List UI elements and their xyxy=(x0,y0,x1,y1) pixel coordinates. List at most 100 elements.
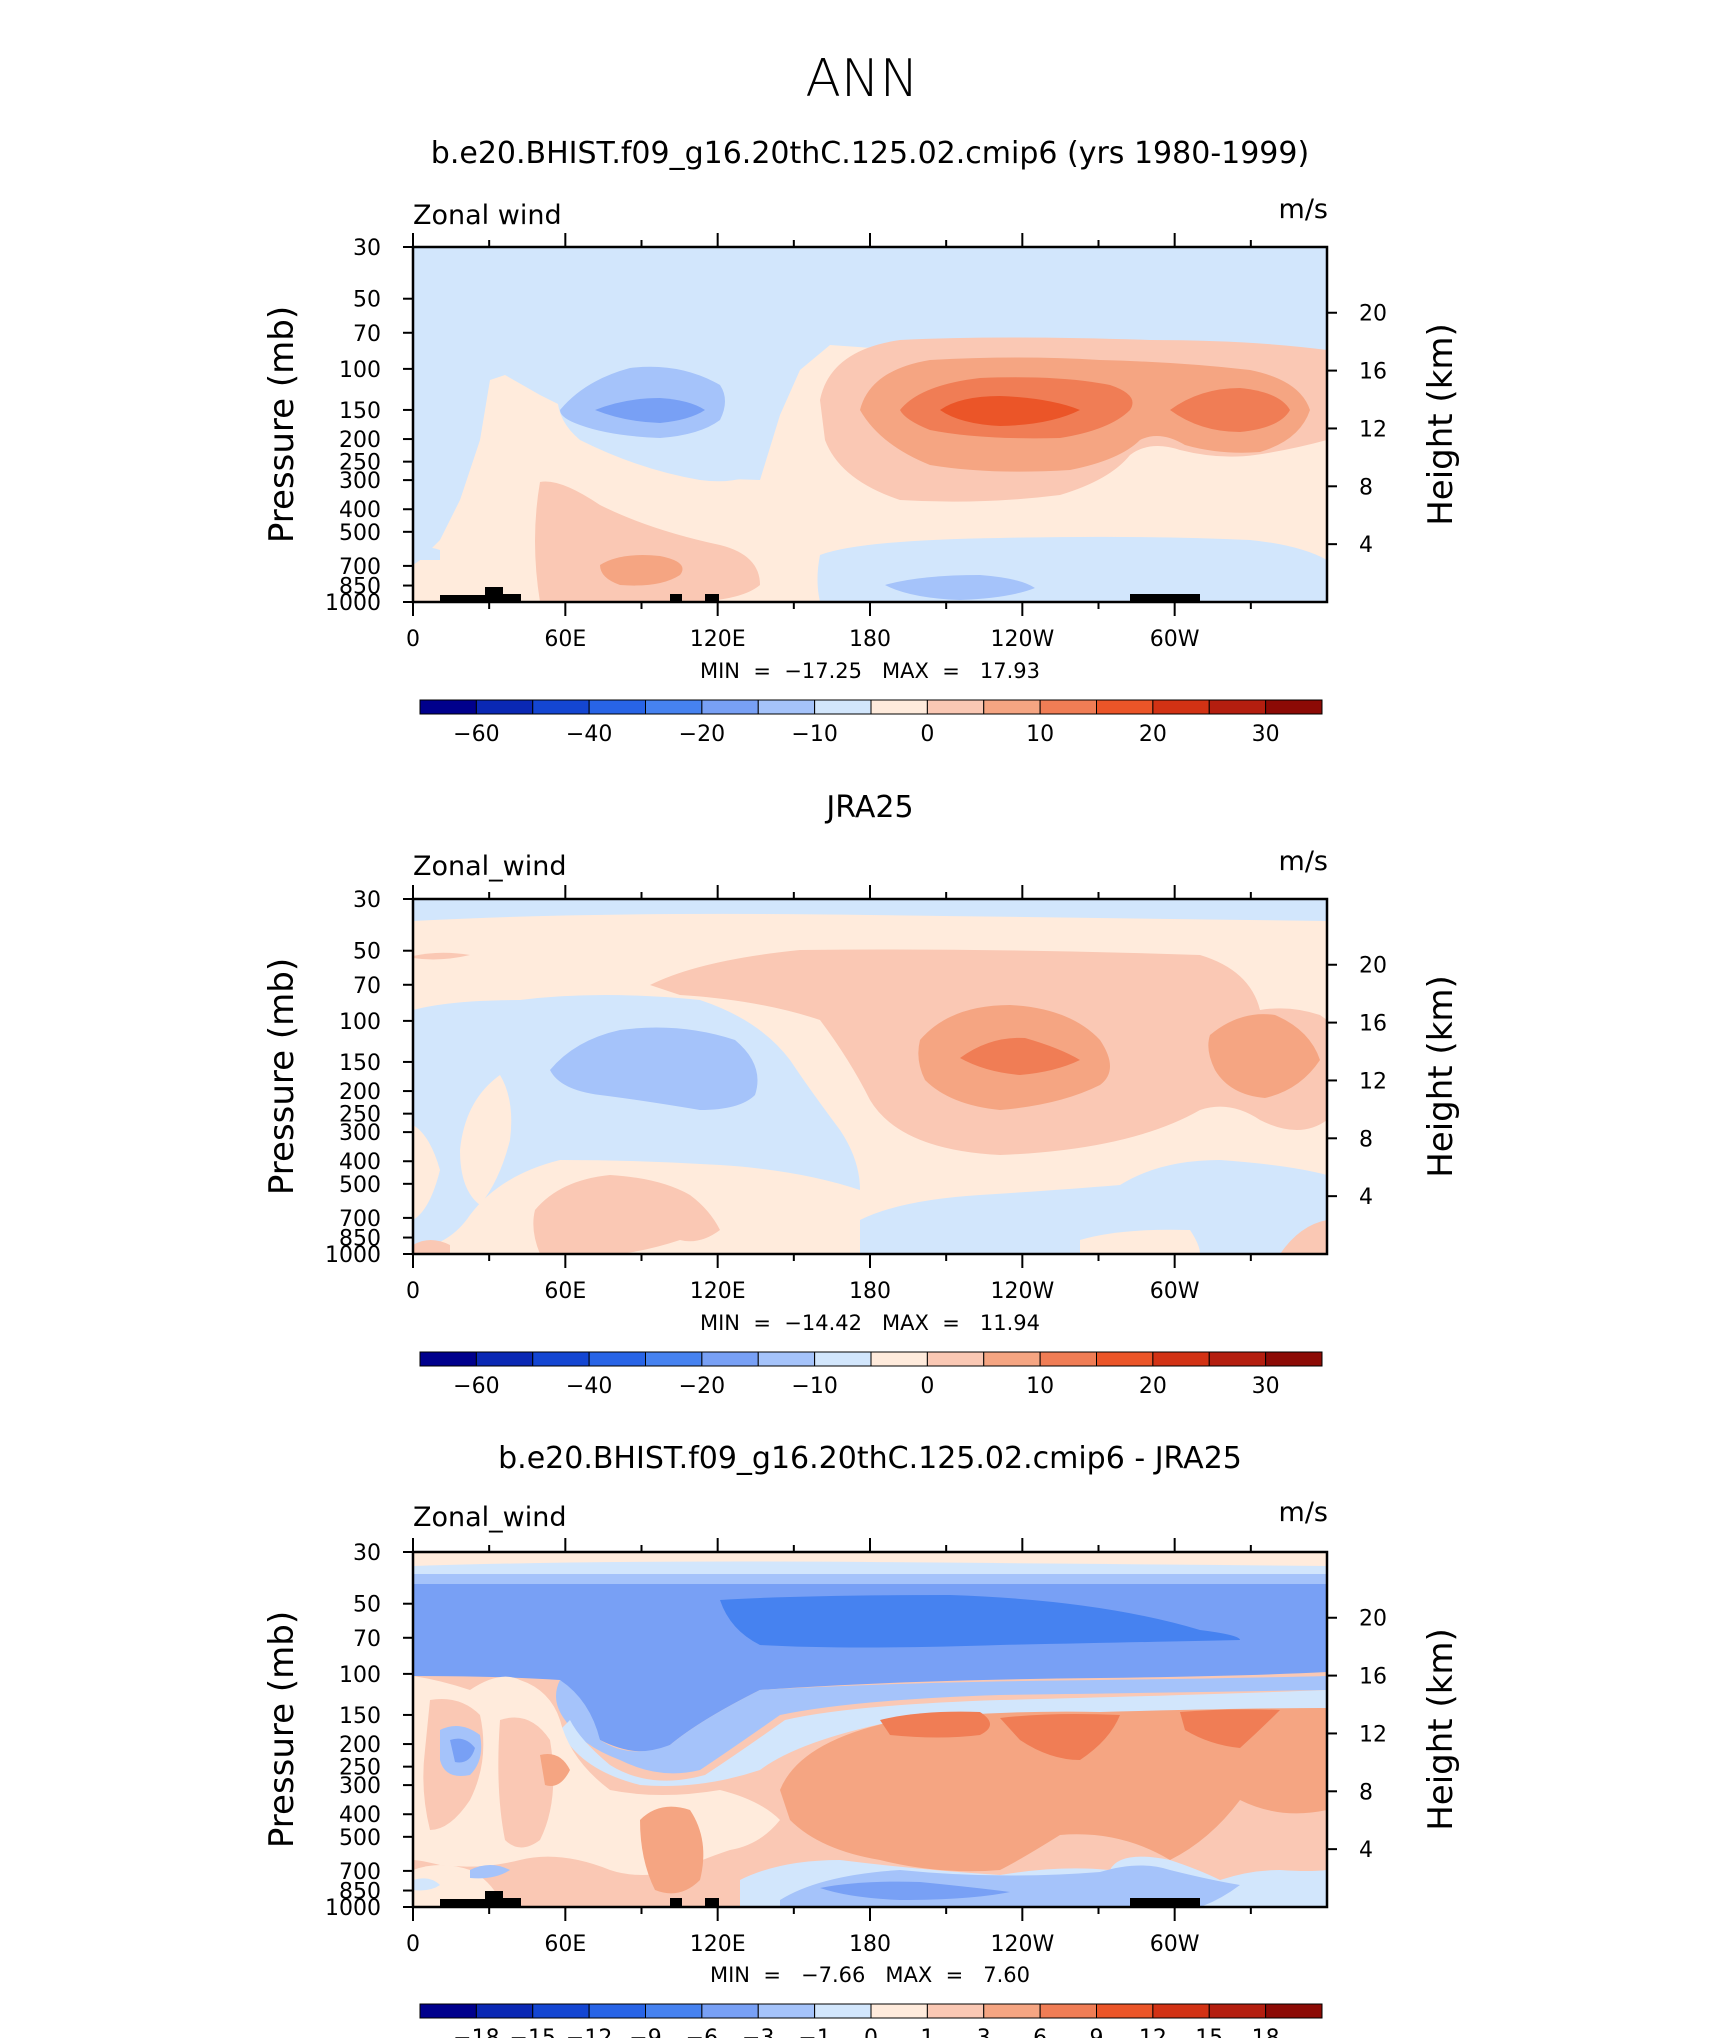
colorbar-swatch xyxy=(1039,1351,1097,1367)
colorbar-swatch xyxy=(757,1351,816,1367)
colorbar-swatch xyxy=(475,1351,534,1367)
pressure-tick-label: 200 xyxy=(339,428,381,453)
colorbar-label: −40 xyxy=(566,722,612,747)
colorbar-label: −20 xyxy=(679,722,725,747)
colorbar-swatch xyxy=(1265,2003,1323,2019)
pressure-tick-label: 100 xyxy=(339,1663,381,1688)
colorbar-swatch xyxy=(532,699,590,715)
y-right-axis-title: Height (km) xyxy=(1421,323,1461,526)
colorbar-swatch xyxy=(1265,1351,1323,1367)
height-tick-label: 12 xyxy=(1359,417,1387,442)
colorbar-swatch xyxy=(532,2003,590,2019)
colorbar-label: 0 xyxy=(864,2026,878,2038)
colorbar-swatch xyxy=(419,699,477,715)
lon-tick-label: 60E xyxy=(544,1932,586,1957)
lon-tick-label: 120W xyxy=(990,1932,1054,1957)
pressure-tick-label: 700 xyxy=(339,1207,381,1232)
pressure-tick-label: 250 xyxy=(339,451,381,476)
colorbar-swatch xyxy=(870,1351,928,1367)
colorbar-label: −10 xyxy=(791,1374,837,1399)
height-tick-label: 4 xyxy=(1359,1185,1373,1210)
lon-tick-label: 60W xyxy=(1150,1932,1200,1957)
colorbar-label: 1 xyxy=(920,2026,934,2038)
colorbar-label: 15 xyxy=(1195,2026,1223,2038)
y-right-axis-title: Height (km) xyxy=(1421,975,1461,1178)
height-tick-label: 4 xyxy=(1359,1838,1373,1863)
pressure-tick-label: 100 xyxy=(339,358,381,383)
colorbar-swatch xyxy=(757,699,816,715)
units-label: m/s xyxy=(1279,194,1328,225)
pressure-tick-label: 30 xyxy=(353,1541,381,1566)
pressure-tick-label: 300 xyxy=(339,1774,381,1799)
colorbar-label: 30 xyxy=(1252,1374,1280,1399)
colorbar-swatch xyxy=(1152,699,1210,715)
pressure-tick-label: 1000 xyxy=(325,591,381,616)
lon-tick-label: 120W xyxy=(990,627,1054,652)
colorbar-label: 9 xyxy=(1090,2026,1104,2038)
colorbar-label: 30 xyxy=(1252,722,1280,747)
contour-field xyxy=(413,247,1327,602)
colorbar-label: −60 xyxy=(453,1374,499,1399)
pressure-tick-label: 700 xyxy=(339,1860,381,1885)
pressure-tick-label: 250 xyxy=(339,1756,381,1781)
colorbar-swatch xyxy=(475,699,534,715)
height-tick-label: 20 xyxy=(1359,302,1387,327)
colorbar-label: −15 xyxy=(510,2026,556,2038)
pressure-tick-label: 300 xyxy=(339,469,381,494)
colorbar-swatch xyxy=(645,1351,703,1367)
panel-model: b.e20.BHIST.f09_g16.20thC.125.02.cmip6 (… xyxy=(262,136,1461,747)
pressure-tick-label: 1000 xyxy=(325,1896,381,1921)
pressure-tick-label: 850 xyxy=(339,575,381,600)
colorbar-swatch xyxy=(1096,1351,1154,1367)
pressure-tick-label: 400 xyxy=(339,498,381,523)
colorbar-swatch xyxy=(1208,2003,1267,2019)
pressure-tick-label: 70 xyxy=(353,322,381,347)
min-max-label: MIN = −17.25 MAX = 17.93 xyxy=(700,659,1040,683)
pressure-tick-label: 300 xyxy=(339,1121,381,1146)
colorbar-swatch xyxy=(1208,699,1267,715)
colorbar-label: 3 xyxy=(977,2026,991,2038)
colorbar-swatch xyxy=(645,699,703,715)
lon-tick-label: 120W xyxy=(990,1279,1054,1304)
min-max-label: MIN = −7.66 MAX = 7.60 xyxy=(710,1963,1030,1987)
colorbar-swatch xyxy=(532,1351,590,1367)
colorbar-swatch xyxy=(701,1351,759,1367)
pressure-tick-label: 50 xyxy=(353,1593,381,1618)
lon-tick-label: 60W xyxy=(1150,1279,1200,1304)
lon-tick-label: 120E xyxy=(690,1932,746,1957)
height-tick-label: 12 xyxy=(1359,1069,1387,1094)
y-right-axis-title: Height (km) xyxy=(1421,1628,1461,1831)
colorbar-swatch xyxy=(645,2003,703,2019)
colorbar-swatch xyxy=(983,1351,1041,1367)
colorbar-swatch xyxy=(814,699,872,715)
lon-tick-label: 60E xyxy=(544,627,586,652)
pressure-tick-label: 850 xyxy=(339,1227,381,1252)
colorbar-swatch xyxy=(870,699,928,715)
colorbar-label: −6 xyxy=(686,2026,718,2038)
colorbar-label: 6 xyxy=(1033,2026,1047,2038)
pressure-tick-label: 500 xyxy=(339,1826,381,1851)
pressure-tick-label: 150 xyxy=(339,1704,381,1729)
lon-tick-label: 120E xyxy=(690,627,746,652)
pressure-tick-label: 100 xyxy=(339,1010,381,1035)
pressure-tick-label: 50 xyxy=(353,288,381,313)
lon-tick-label: 180 xyxy=(849,1932,891,1957)
colorbar-label: −18 xyxy=(453,2026,499,2038)
panel-title: b.e20.BHIST.f09_g16.20thC.125.02.cmip6 (… xyxy=(431,136,1309,171)
pressure-tick-label: 500 xyxy=(339,521,381,546)
colorbar-swatch xyxy=(1265,699,1323,715)
colorbar-swatch xyxy=(588,1351,646,1367)
colorbar: −60 −40 −20 −10 0 10 20 30 xyxy=(419,699,1323,747)
colorbar-label: 10 xyxy=(1026,722,1054,747)
colorbar-label: 12 xyxy=(1139,2026,1167,2038)
colorbar-swatch xyxy=(983,2003,1041,2019)
colorbar-label: 10 xyxy=(1026,1374,1054,1399)
contour-field xyxy=(413,899,1327,1254)
colorbar-swatch xyxy=(814,1351,872,1367)
colorbar: −18 −15 −12 −9 −6 −3 −1 0 1 3 6 9 12 15 18 xyxy=(419,2003,1323,2038)
colorbar-swatch xyxy=(757,2003,816,2019)
colorbar-swatch xyxy=(588,699,646,715)
lon-tick-label: 0 xyxy=(406,1932,420,1957)
